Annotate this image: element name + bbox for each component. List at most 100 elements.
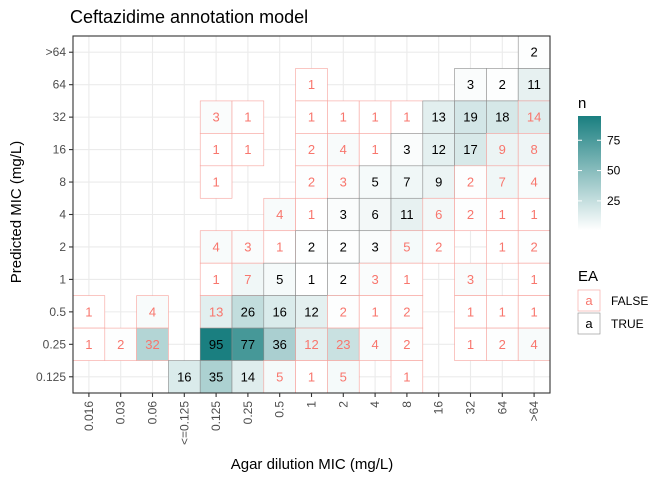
heatmap-cell xyxy=(199,327,233,361)
heatmap-cell xyxy=(454,295,487,329)
cell-label: 3 xyxy=(371,239,378,254)
y-tick-label: 4 xyxy=(59,208,66,222)
cell-label: 11 xyxy=(400,207,414,222)
cell-label: 17 xyxy=(463,142,477,157)
heatmap-cell xyxy=(327,100,360,134)
cell-label: 3 xyxy=(467,77,474,92)
cell-label: 1 xyxy=(403,110,410,125)
heatmap-cell xyxy=(104,327,137,361)
ea-legend-title: EA xyxy=(578,268,598,285)
cell-label: 1 xyxy=(467,304,474,319)
cell-label: 36 xyxy=(272,337,286,352)
cell-label: 1 xyxy=(371,110,378,125)
ea-legend-key xyxy=(577,289,601,312)
cell-label: 5 xyxy=(371,175,378,190)
fill-legend-label: 25 xyxy=(607,194,621,208)
heatmap-cell xyxy=(327,197,360,232)
cell-label: 1 xyxy=(371,142,378,157)
heatmap-cell xyxy=(486,165,519,199)
heatmap-cell xyxy=(454,262,487,296)
cell-label: 1 xyxy=(530,272,537,287)
ea-legend-label: FALSE xyxy=(611,294,648,308)
x-tick-label: 2 xyxy=(336,401,350,408)
cell-label: 9 xyxy=(499,142,506,157)
cell-label: 1 xyxy=(212,175,219,190)
x-tick-label: 0.06 xyxy=(146,401,160,425)
ea-legend-glyph: a xyxy=(585,293,593,308)
fill-legend-colorbar xyxy=(578,116,601,230)
cell-label: 4 xyxy=(530,337,537,352)
cell-label: 18 xyxy=(495,110,509,125)
heatmap-cell xyxy=(295,197,328,232)
cell-label: 1 xyxy=(212,272,219,287)
heatmap-cell xyxy=(199,133,233,167)
ea-legend-key xyxy=(577,312,601,335)
cell-label: 3 xyxy=(371,272,378,287)
heatmap-cell xyxy=(486,327,519,361)
y-tick-label: 2 xyxy=(59,240,66,254)
cell-label: 5 xyxy=(403,239,410,254)
cell-label: 1 xyxy=(85,304,92,319)
cell-label: 3 xyxy=(244,239,251,254)
cell-label: 2 xyxy=(340,239,347,254)
heatmap-cell xyxy=(231,133,265,167)
cell-label: 2 xyxy=(467,207,474,222)
y-tick-label: >64 xyxy=(46,45,67,59)
ea-legend-glyph: a xyxy=(585,316,593,331)
fill-legend-title: n xyxy=(578,95,586,112)
x-tick-label: >64 xyxy=(527,401,541,422)
heatmap-cell xyxy=(168,360,201,394)
heatmap-cell xyxy=(486,295,519,329)
heatmap-cell xyxy=(199,262,233,296)
cell-label: 2 xyxy=(308,239,315,254)
heatmap-cell xyxy=(199,230,233,264)
cell-label: 1 xyxy=(212,142,219,157)
heatmap-cell xyxy=(517,262,551,296)
x-tick-label: <=0.125 xyxy=(177,401,191,445)
cell-label: 14 xyxy=(527,110,541,125)
cell-label: 16 xyxy=(272,304,286,319)
x-tick-label: 0.03 xyxy=(114,401,128,425)
cell-label: 2 xyxy=(403,304,410,319)
heatmap-cell xyxy=(231,360,265,394)
cell-label: 3 xyxy=(467,272,474,287)
y-tick-label: 0.125 xyxy=(36,370,66,384)
heatmap-cell xyxy=(72,327,106,361)
cell-label: 3 xyxy=(403,142,410,157)
cell-label: 1 xyxy=(340,110,347,125)
cell-label: 4 xyxy=(276,207,283,222)
cell-label: 6 xyxy=(435,207,442,222)
heatmap-cell xyxy=(136,295,169,329)
heatmap-cell xyxy=(199,165,233,199)
heatmap-cell xyxy=(199,100,233,134)
x-tick-label: 1 xyxy=(305,401,319,408)
cell-label: 4 xyxy=(371,337,378,352)
heatmap-cell xyxy=(422,230,455,264)
y-tick-label: 8 xyxy=(59,175,66,189)
heatmap-cell xyxy=(199,295,233,329)
heatmap-cell xyxy=(136,327,169,361)
heatmap-cell xyxy=(358,262,392,296)
cell-label: 4 xyxy=(149,304,156,319)
cell-label: 13 xyxy=(209,304,223,319)
heatmap-cell xyxy=(454,68,487,102)
cell-label: 12 xyxy=(431,142,445,157)
cell-label: 1 xyxy=(403,369,410,384)
cell-label: 1 xyxy=(85,337,92,352)
heatmap-cell xyxy=(486,230,519,264)
heatmap-cell xyxy=(517,230,551,264)
cell-label: 23 xyxy=(336,337,350,352)
cell-label: 2 xyxy=(308,175,315,190)
heatmap-cell xyxy=(358,327,392,361)
cell-label: 2 xyxy=(467,175,474,190)
cell-label: 1 xyxy=(530,207,537,222)
y-tick-label: 16 xyxy=(53,143,67,157)
y-tick-label: 64 xyxy=(53,78,67,92)
cell-label: 4 xyxy=(340,142,347,157)
cell-label: 1 xyxy=(276,239,283,254)
x-tick-label: 4 xyxy=(368,401,382,408)
heatmap-cell xyxy=(422,165,455,199)
heatmap-cell xyxy=(295,133,328,167)
cell-label: 1 xyxy=(244,142,251,157)
heatmap-cell xyxy=(454,327,487,361)
